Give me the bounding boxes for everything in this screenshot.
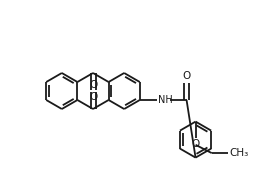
Text: O: O bbox=[191, 139, 200, 149]
Text: NH: NH bbox=[158, 95, 173, 105]
Text: O: O bbox=[89, 80, 97, 90]
Text: O: O bbox=[183, 71, 191, 81]
Text: CH₃: CH₃ bbox=[229, 148, 248, 158]
Text: O: O bbox=[89, 92, 97, 102]
